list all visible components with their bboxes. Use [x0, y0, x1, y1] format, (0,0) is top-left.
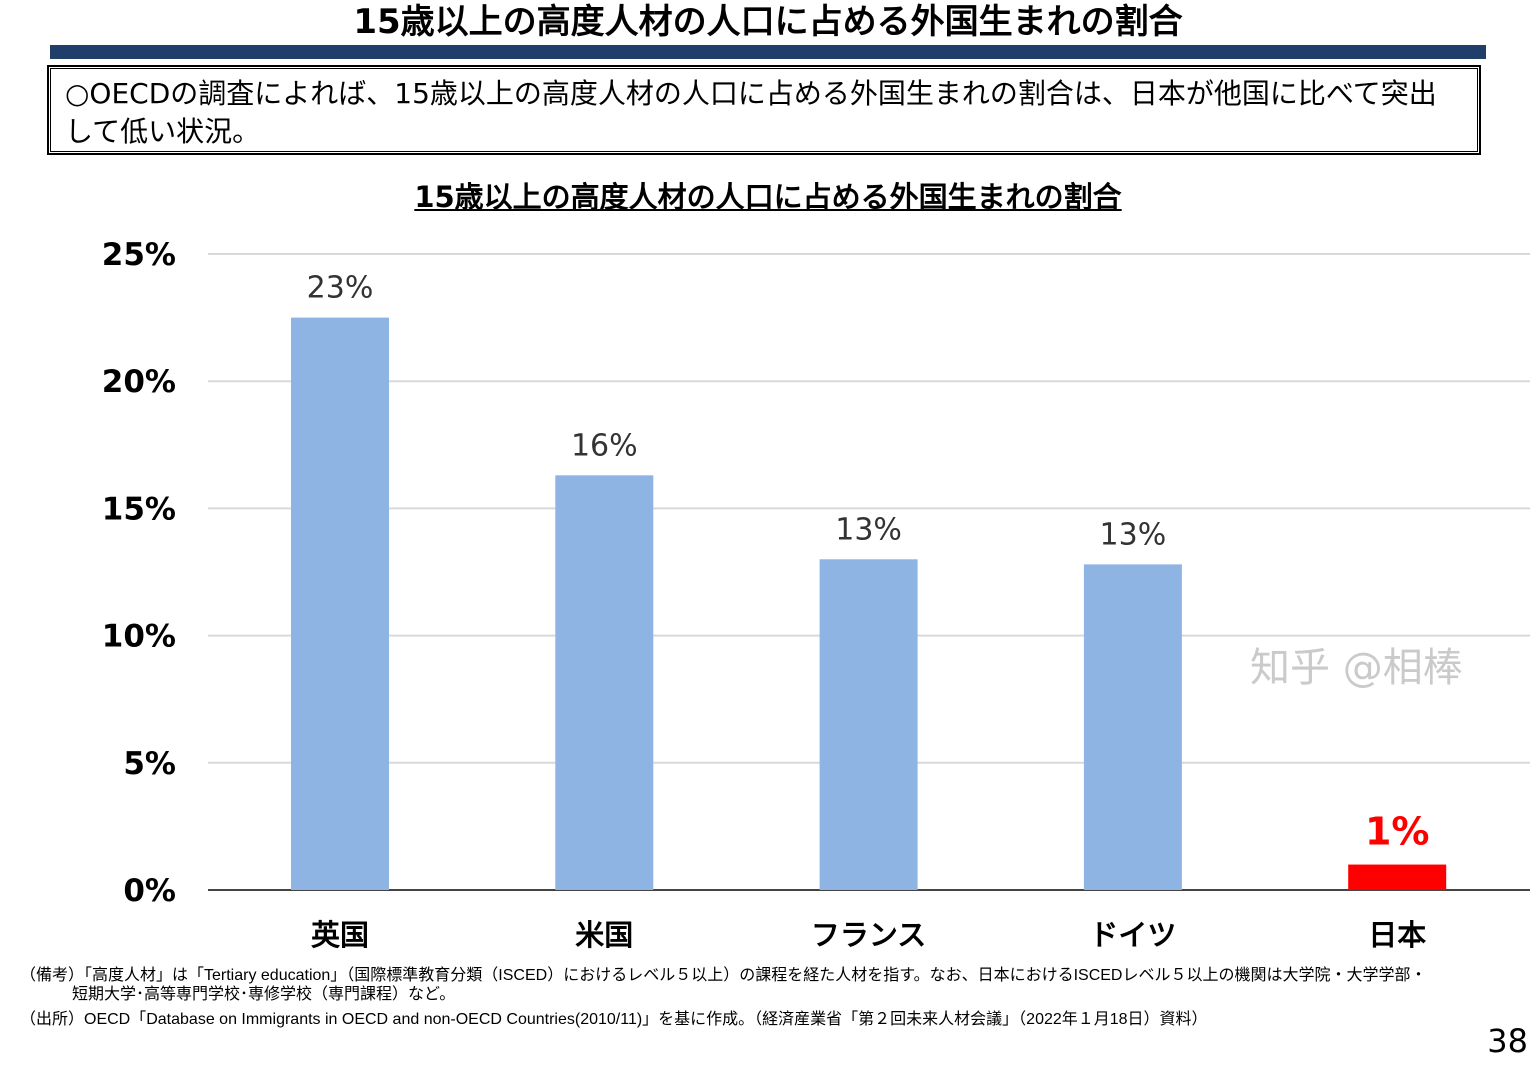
y-tick-label: 20%	[102, 364, 176, 400]
y-tick-label: 25%	[102, 237, 176, 273]
y-tick-label: 5%	[123, 746, 176, 782]
page-number: 38	[1487, 1022, 1528, 1060]
page-title: 15歳以上の高度人材の人口に占める外国生まれの割合	[353, 2, 1183, 42]
bar	[555, 475, 654, 890]
footnotes: （備考）「高度人材」は「Tertiary education」（国際標準教育分類…	[20, 966, 1460, 1029]
bar	[1348, 864, 1447, 890]
y-tick-label: 10%	[102, 619, 176, 655]
data-label: 1%	[1365, 810, 1430, 854]
data-label: 13%	[1100, 517, 1167, 552]
x-tick-label: ドイツ	[1089, 918, 1176, 952]
watermark: 知乎 @相棒	[1250, 645, 1463, 691]
x-tick-label: 日本	[1368, 918, 1426, 952]
footnote-note: （備考）「高度人材」は「Tertiary education」（国際標準教育分類…	[20, 967, 1427, 984]
y-tick-label: 15%	[102, 491, 176, 527]
x-tick-label: フランス	[811, 918, 926, 952]
x-tick-label: 英国	[311, 918, 369, 952]
bar	[291, 317, 389, 891]
bar	[1083, 564, 1182, 890]
footnote-note-cont: 短期大学･高等専門学校･専修学校（専門課程）など。	[72, 986, 456, 1003]
summary-box: ○OECDの調査によれば、15歳以上の高度人材の人口に占める外国生まれの割合は、…	[47, 65, 1481, 155]
footnote-source: （出所）OECD「Database on Immigrants in OECD …	[20, 1011, 1208, 1028]
x-tick-label: 米国	[575, 918, 633, 952]
data-label: 23%	[307, 271, 374, 306]
bar	[819, 559, 918, 890]
y-tick-label: 0%	[123, 873, 176, 909]
data-label: 16%	[571, 428, 638, 463]
data-label: 13%	[835, 512, 902, 547]
title-underline-bar	[50, 45, 1486, 59]
chart-title: 15歳以上の高度人材の人口に占める外国生まれの割合	[414, 180, 1122, 214]
bar-chart: 0% 5% 10% 15% 20% 25% 23% 英国 16% 米国 13% フランス 13% ドイツ 1…	[102, 237, 1530, 952]
